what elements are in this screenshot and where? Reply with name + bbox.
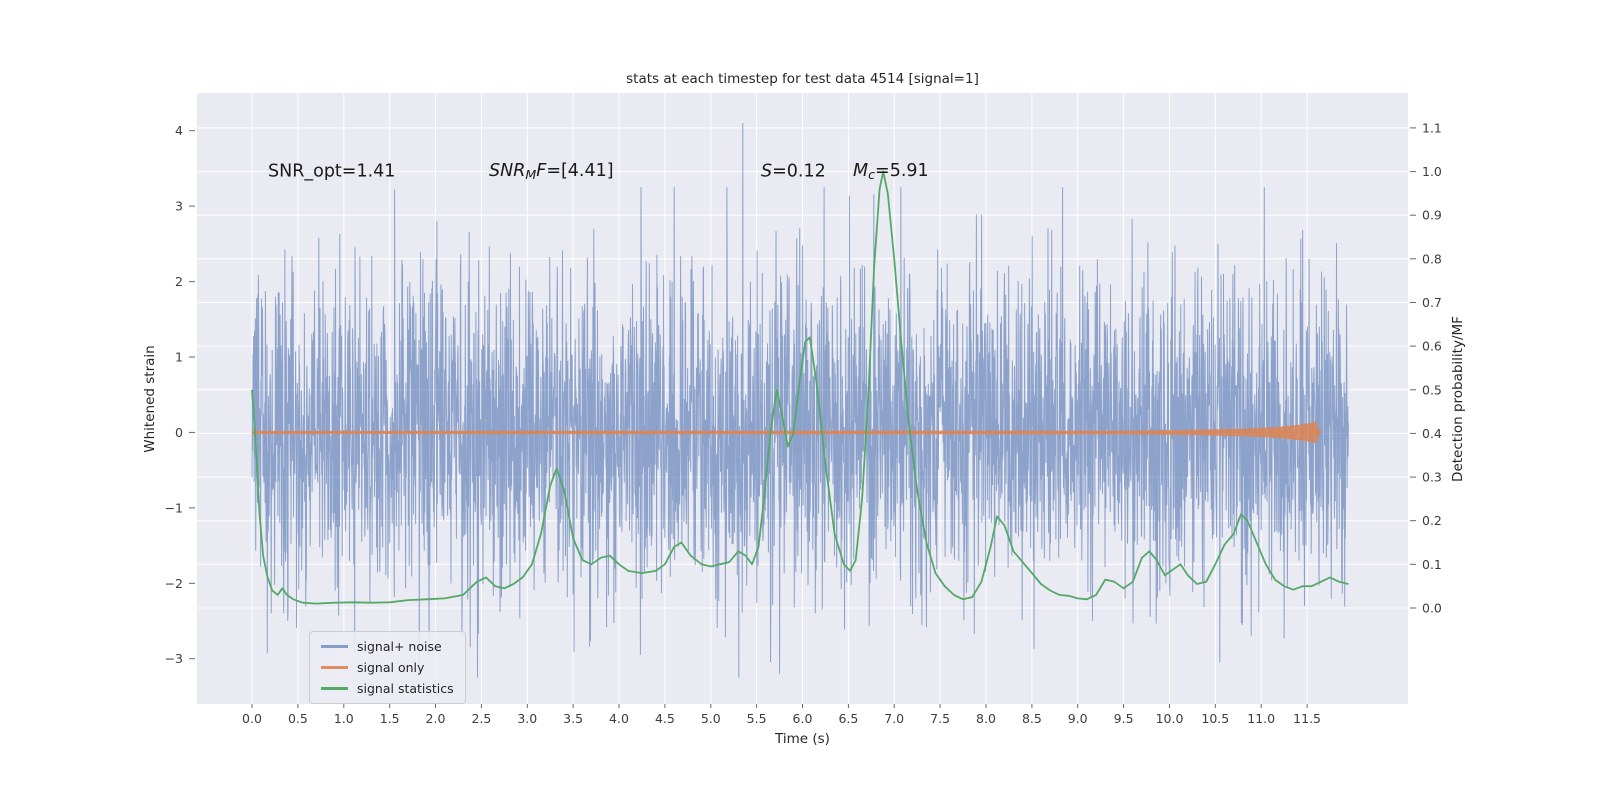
x-axis-label: Time (s)	[775, 731, 830, 747]
x-tick-label: 5.5	[747, 711, 767, 726]
x-tick-label: 0.0	[242, 711, 262, 726]
legend-item-signal-noise: signal+ noise	[321, 639, 454, 654]
y-right-tick-label: 0.5	[1422, 382, 1442, 397]
annotation-text: S	[761, 161, 773, 182]
y-left-tick-label: 1	[175, 350, 183, 365]
x-tick-label: 5.0	[701, 711, 721, 726]
y-right-tick-label: 0.0	[1422, 601, 1442, 616]
y-left-tick-label: −1	[165, 500, 183, 515]
chart-title: stats at each timestep for test data 451…	[626, 71, 979, 87]
y-left-tick-label: −3	[165, 651, 183, 666]
annotation-text: =0.12	[772, 161, 826, 182]
x-tick-label: 11.5	[1293, 711, 1321, 726]
x-tick-label: 6.0	[793, 711, 813, 726]
x-tick-label: 4.5	[655, 711, 675, 726]
x-tick-label: 8.0	[976, 711, 996, 726]
legend-item-signal-only: signal only	[321, 660, 454, 675]
x-tick-label: 7.0	[884, 711, 904, 726]
legend-label-signal-statistics: signal statistics	[357, 681, 454, 696]
y-axis-label-left: Whitened strain	[142, 345, 158, 453]
x-tick-label: 6.5	[838, 711, 858, 726]
annotation-text: M	[853, 161, 869, 182]
x-tick-label: 7.5	[930, 711, 950, 726]
y-right-tick-label: 0.6	[1422, 339, 1442, 354]
series-signal-noise	[251, 123, 1349, 678]
y-right-tick-label: 0.3	[1422, 470, 1442, 485]
x-tick-label: 10.5	[1201, 711, 1229, 726]
legend-item-signal-statistics: signal statistics	[321, 681, 454, 696]
x-tick-label: 0.5	[288, 711, 308, 726]
x-tick-label: 11.0	[1247, 711, 1275, 726]
y-right-tick-label: 0.4	[1422, 426, 1442, 441]
y-right-tick-label: 0.7	[1422, 295, 1442, 310]
annotation-text: =5.91	[875, 161, 929, 182]
legend-label-signal-only: signal only	[357, 660, 425, 675]
annotation-snr-opt: SNR_opt=1.41	[268, 162, 395, 182]
y-right-tick-label: 0.8	[1422, 251, 1442, 266]
y-left-tick-label: 0	[175, 425, 183, 440]
series-signal-statistics	[251, 170, 1349, 605]
x-tick-label: 3.0	[517, 711, 537, 726]
annotation-text: SNR_opt=1.41	[268, 161, 396, 182]
x-tick-label: 3.5	[563, 711, 583, 726]
legend: signal+ noise signal only signal statist…	[309, 631, 466, 704]
x-tick-label: 10.0	[1156, 711, 1184, 726]
x-tick-label: 9.0	[1068, 711, 1088, 726]
y-right-tick-label: 0.9	[1422, 208, 1442, 223]
legend-label-signal-noise: signal+ noise	[357, 639, 442, 654]
x-tick-label: 1.5	[380, 711, 400, 726]
y-left-tick-label: 2	[175, 274, 183, 289]
annotation-text: M	[525, 167, 537, 183]
y-left-tick-label: 3	[175, 199, 183, 214]
y-right-tick-label: 0.2	[1422, 513, 1442, 528]
x-tick-label: 4.0	[609, 711, 629, 726]
y-right-tick-label: 1.1	[1422, 120, 1442, 135]
x-tick-label: 8.5	[1022, 711, 1042, 726]
annotation-m-c: Mc=5.91	[853, 161, 929, 182]
y-right-tick-label: 1.0	[1422, 164, 1442, 179]
x-tick-label: 2.0	[426, 711, 446, 726]
legend-marker-signal-only	[321, 666, 348, 669]
annotation-s-stat: S=0.12	[761, 162, 826, 182]
x-tick-label: 9.5	[1114, 711, 1134, 726]
y-left-tick-label: 4	[175, 123, 183, 138]
y-left-tick-label: −2	[165, 576, 183, 591]
annotation-text: F	[536, 161, 547, 182]
annotation-text: SNR	[489, 161, 526, 182]
legend-marker-signal-statistics	[321, 687, 348, 690]
annotation-text: =[4.41]	[546, 161, 614, 182]
annotation-text: c	[868, 167, 876, 183]
y-right-tick-label: 0.1	[1422, 557, 1442, 572]
annotation-snr-mf: SNRMF=[4.41]	[489, 161, 614, 182]
x-tick-label: 1.0	[334, 711, 354, 726]
x-tick-label: 2.5	[471, 711, 491, 726]
legend-marker-signal-noise	[321, 645, 348, 648]
y-axis-label-right: Detection probability/MF	[1450, 316, 1466, 482]
